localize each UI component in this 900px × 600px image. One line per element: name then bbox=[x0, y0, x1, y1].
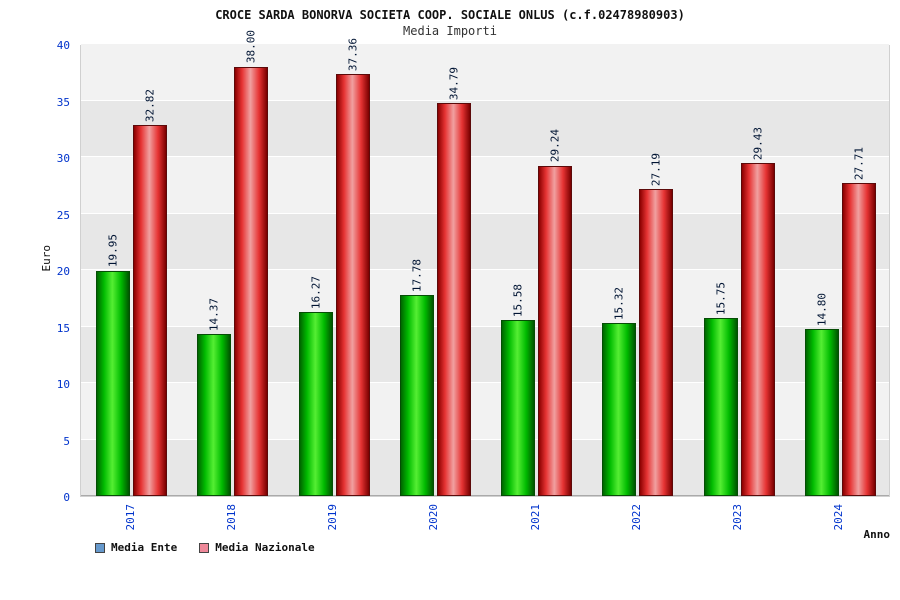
bar-media-ente-2020: 17.78 bbox=[399, 259, 434, 496]
x-tick-label-2023: 2023 bbox=[731, 504, 745, 531]
bar-media-nazionale-2022: 27.19 bbox=[639, 153, 674, 496]
gridline bbox=[81, 212, 889, 214]
legend-marker-icon bbox=[95, 542, 105, 553]
value-label: 27.71 bbox=[852, 146, 866, 180]
y-tick-label: 20 bbox=[56, 265, 70, 278]
x-tick-label-2024: 2024 bbox=[832, 504, 846, 531]
value-label: 15.58 bbox=[511, 283, 525, 317]
x-axis-title: Anno bbox=[863, 528, 891, 541]
chart-subtitle: Media Importi bbox=[403, 24, 497, 38]
bar-media-ente-2022: 15.32 bbox=[602, 287, 637, 496]
bar-media-nazionale-2019: 37.36 bbox=[335, 38, 370, 496]
value-label: 32.82 bbox=[143, 89, 157, 123]
bar-media-nazionale-2018: 38.00 bbox=[234, 30, 269, 496]
bar-media-ente-2024: 14.80 bbox=[804, 293, 839, 496]
value-label: 19.95 bbox=[106, 234, 120, 268]
bar-group-2017: 19.95 32.82 bbox=[81, 46, 182, 496]
legend-item-media-ente: Media Ente bbox=[95, 541, 177, 554]
y-tick-label: 0 bbox=[63, 491, 70, 504]
plot-band bbox=[81, 44, 889, 101]
value-label: 37.36 bbox=[346, 37, 360, 71]
x-tick-label-2020: 2020 bbox=[427, 504, 441, 531]
plot-area: 19.95 32.82 14.37 38.00 16.27 37.36 17.78 34.79… bbox=[80, 30, 891, 497]
plot-band bbox=[81, 100, 889, 157]
x-tick-label-2018: 2018 bbox=[224, 504, 238, 531]
legend-marker-icon bbox=[199, 542, 210, 553]
bar-group-2023: 15.75 29.43 bbox=[689, 46, 790, 496]
bar-group-2018: 14.37 38.00 bbox=[182, 30, 283, 496]
gridline bbox=[81, 99, 889, 101]
x-axis-ticks: 2017 2018 2019 2020 2021 2022 2023 2024 bbox=[80, 500, 890, 546]
legend-item-media-nazionale: Media Nazionale bbox=[199, 541, 315, 554]
bar-media-nazionale-2020: 34.79 bbox=[436, 67, 471, 496]
value-label: 17.78 bbox=[410, 258, 424, 293]
y-tick-label: 30 bbox=[56, 152, 70, 165]
bar-media-nazionale-2021: 29.24 bbox=[538, 129, 573, 496]
x-tick-label-2019: 2019 bbox=[326, 504, 340, 531]
value-label: 29.24 bbox=[548, 129, 562, 163]
gridline bbox=[81, 156, 889, 157]
legend: Media Ente Media Nazionale bbox=[95, 541, 315, 554]
bar-media-ente-2017: 19.95 bbox=[96, 234, 131, 496]
chart-title: CROCE SARDA BONORVA SOCIETA COOP. SOCIAL… bbox=[215, 8, 685, 22]
value-label: 16.27 bbox=[309, 276, 323, 310]
y-tick-label: 35 bbox=[56, 95, 70, 109]
bar-media-ente-2023: 15.75 bbox=[703, 282, 738, 496]
bar-media-nazionale-2024: 27.71 bbox=[841, 147, 876, 496]
bar-media-ente-2019: 16.27 bbox=[298, 276, 333, 496]
gridline bbox=[81, 325, 889, 327]
legend-label: Media Ente bbox=[111, 541, 178, 554]
gridline bbox=[81, 438, 889, 440]
value-label: 15.75 bbox=[714, 281, 728, 316]
bar-media-ente-2021: 15.58 bbox=[501, 284, 536, 496]
x-tick-label-2017: 2017 bbox=[123, 504, 137, 531]
y-axis-ticks: 0 5 10 15 20 25 30 35 40 bbox=[0, 39, 76, 504]
value-label: 29.43 bbox=[751, 127, 765, 161]
gridline bbox=[81, 43, 889, 44]
bar-group-2024: 14.80 27.71 bbox=[790, 46, 891, 496]
value-label: 27.19 bbox=[649, 152, 663, 186]
y-tick-label: 5 bbox=[63, 434, 70, 448]
y-tick-label: 25 bbox=[56, 208, 70, 222]
x-tick-label-2021: 2021 bbox=[528, 504, 542, 531]
bar-media-nazionale-2023: 29.43 bbox=[740, 127, 775, 496]
legend-label: Media Nazionale bbox=[215, 541, 315, 554]
bar-group-2020: 17.78 34.79 bbox=[385, 46, 486, 496]
y-tick-label: 15 bbox=[56, 321, 70, 335]
bar-group-2019: 16.27 37.36 bbox=[284, 38, 385, 496]
value-label: 14.80 bbox=[815, 292, 829, 326]
bar-group-2022: 15.32 27.19 bbox=[587, 46, 688, 496]
bar-media-ente-2018: 14.37 bbox=[197, 298, 232, 496]
gridline bbox=[81, 382, 889, 383]
gridline bbox=[81, 269, 889, 270]
value-label: 34.79 bbox=[447, 66, 461, 100]
x-tick-label-2022: 2022 bbox=[629, 504, 643, 531]
bar-group-2021: 15.58 29.24 bbox=[486, 46, 587, 496]
value-label: 14.37 bbox=[207, 297, 221, 331]
x-axis-line bbox=[81, 495, 889, 496]
value-label: 15.32 bbox=[612, 286, 626, 320]
bar-media-nazionale-2017: 32.82 bbox=[133, 89, 168, 496]
y-tick-label: 40 bbox=[56, 39, 70, 52]
value-label: 38.00 bbox=[244, 30, 258, 64]
y-tick-label: 10 bbox=[56, 378, 70, 391]
